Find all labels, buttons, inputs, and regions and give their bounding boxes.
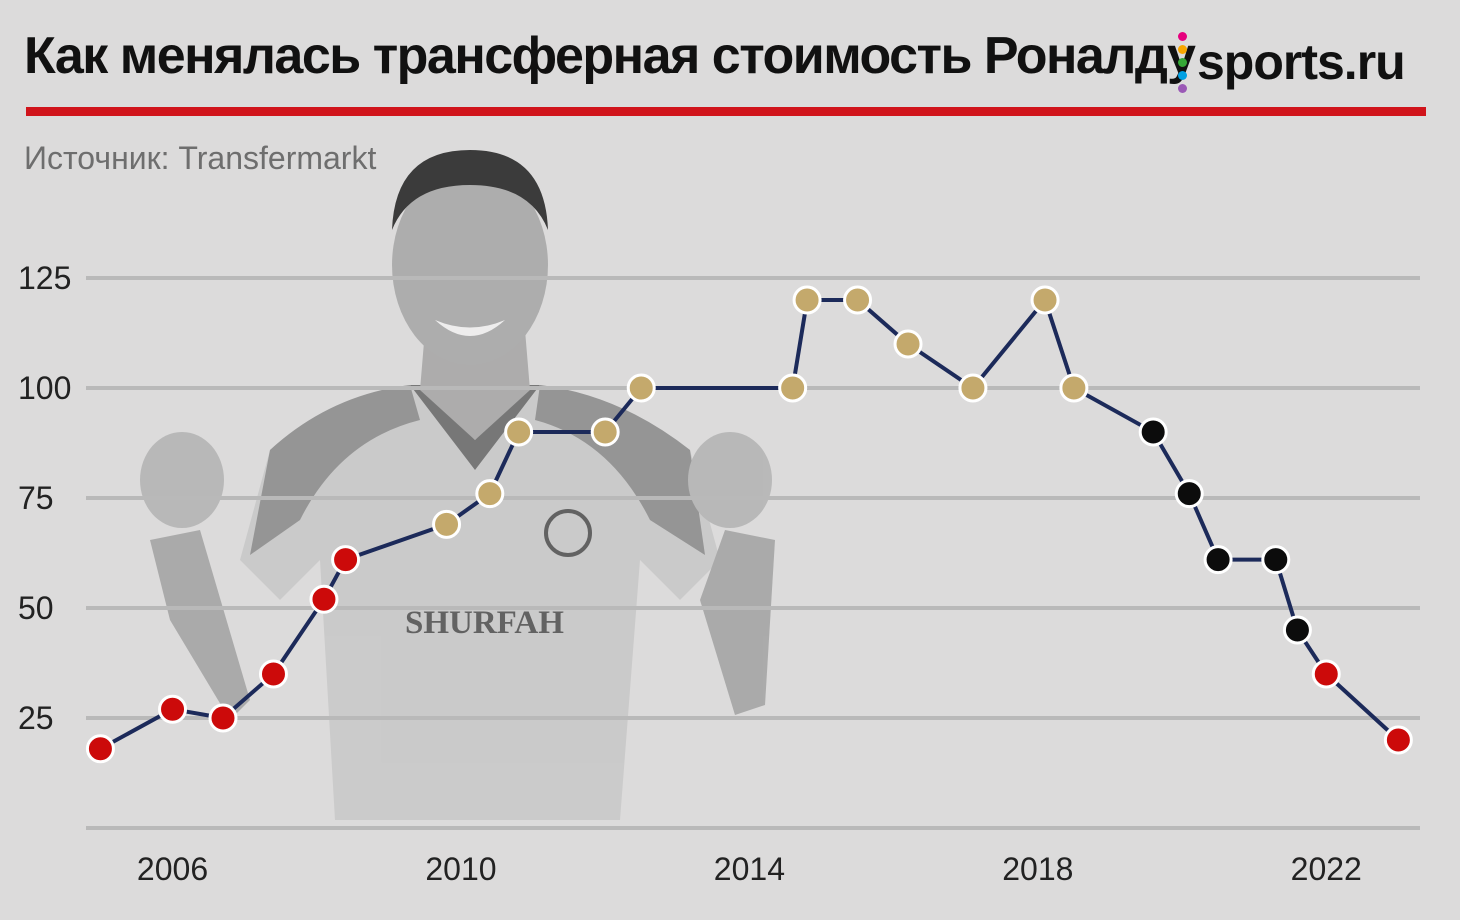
- x-tick-label: 2006: [137, 851, 208, 887]
- data-point: [626, 373, 656, 403]
- logo-dot: [1178, 57, 1187, 67]
- x-tick-label: 2022: [1291, 851, 1362, 887]
- data-point: [792, 285, 822, 315]
- sports-ru-logo[interactable]: sports.ru: [1178, 30, 1406, 94]
- y-tick-label: 75: [18, 480, 54, 516]
- data-point: [1311, 659, 1341, 689]
- jersey-sponsor-text: SHURFAH: [405, 605, 564, 641]
- title-underline: [26, 107, 1426, 116]
- data-markers: [85, 285, 1413, 764]
- y-tick-label: 100: [18, 370, 71, 406]
- player-photo-icon: SHURFAH: [140, 150, 775, 820]
- data-point: [85, 734, 115, 764]
- data-point: [432, 509, 462, 539]
- data-point: [1059, 373, 1089, 403]
- data-point: [843, 285, 873, 315]
- y-tick-label: 50: [18, 590, 54, 626]
- y-tick-labels: 25 50 75 100 125: [18, 260, 71, 736]
- data-point: [331, 545, 361, 575]
- data-point: [1261, 545, 1291, 575]
- data-point: [158, 694, 188, 724]
- data-point: [590, 417, 620, 447]
- y-tick-label: 25: [18, 700, 54, 736]
- logo-dot: [1178, 44, 1187, 54]
- data-point: [958, 373, 988, 403]
- data-point: [893, 329, 923, 359]
- logo-text: sports.ru: [1197, 34, 1406, 90]
- data-point: [1282, 615, 1312, 645]
- data-point: [1174, 479, 1204, 509]
- logo-dots-icon: [1178, 31, 1187, 93]
- logo-dot: [1178, 83, 1187, 93]
- data-point: [208, 703, 238, 733]
- x-tick-label: 2014: [714, 851, 785, 887]
- data-point: [475, 479, 505, 509]
- x-tick-label: 2010: [425, 851, 496, 887]
- x-tick-label: 2018: [1002, 851, 1073, 887]
- data-point: [309, 584, 339, 614]
- data-point: [258, 659, 288, 689]
- data-point: [1383, 725, 1413, 755]
- data-point: [1203, 545, 1233, 575]
- x-tick-labels: 2006 2010 2014 2018 2022: [137, 851, 1362, 887]
- source-note: Источник: Transfermarkt: [24, 140, 377, 176]
- data-point: [778, 373, 808, 403]
- y-tick-label: 125: [18, 260, 71, 296]
- data-point: [1030, 285, 1060, 315]
- data-point: [1138, 417, 1168, 447]
- chart-title: Как менялась трансферная стоимость Ронал…: [24, 27, 1196, 85]
- logo-dot: [1178, 70, 1187, 80]
- logo-dot: [1178, 31, 1187, 41]
- data-point: [504, 417, 534, 447]
